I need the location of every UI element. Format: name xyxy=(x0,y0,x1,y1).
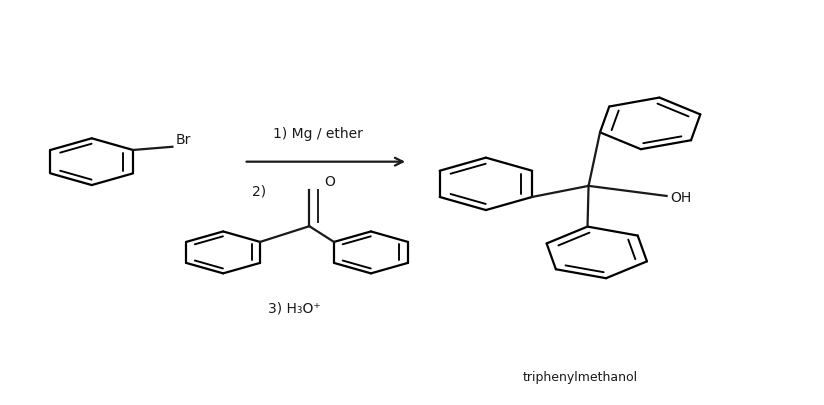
Text: triphenylmethanol: triphenylmethanol xyxy=(522,371,638,384)
Text: 1) Mg / ether: 1) Mg / ether xyxy=(273,126,363,140)
Text: 3) H₃O⁺: 3) H₃O⁺ xyxy=(269,301,321,315)
Text: 2): 2) xyxy=(252,184,266,198)
Text: Br: Br xyxy=(176,132,191,146)
Text: O: O xyxy=(324,175,335,188)
Text: OH: OH xyxy=(670,190,691,204)
